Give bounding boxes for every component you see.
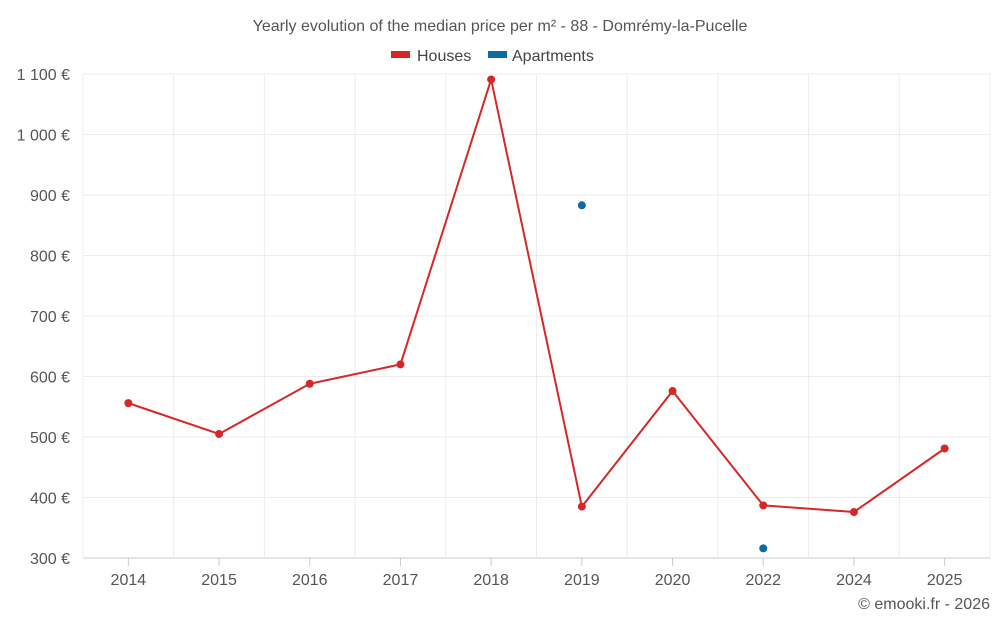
data-point-houses-2025[interactable] — [940, 444, 949, 453]
data-point-apartments-2019[interactable] — [577, 201, 586, 210]
legend-label-houses[interactable]: Houses — [417, 48, 471, 65]
y-tick-label: 400 € — [30, 491, 70, 508]
y-tick-label: 1 100 € — [17, 67, 70, 84]
x-tick-label: 2014 — [111, 572, 147, 589]
data-point-houses-2022[interactable] — [759, 501, 768, 510]
x-tick-label: 2025 — [927, 572, 963, 589]
x-tick-label: 2016 — [292, 572, 328, 589]
data-point-houses-2020[interactable] — [668, 387, 677, 396]
y-tick-label: 900 € — [30, 188, 70, 205]
x-tick-label: 2020 — [655, 572, 691, 589]
data-point-apartments-2022[interactable] — [759, 544, 768, 553]
data-point-houses-2018[interactable] — [487, 75, 496, 84]
y-tick-label: 300 € — [30, 551, 70, 568]
x-axis-ticks: 2014 2015 2016 2017 2018 2019 2020 2022 2024 2025 — [111, 558, 963, 589]
series-line-houses — [128, 78, 946, 514]
data-point-houses-2017[interactable] — [396, 360, 405, 369]
x-tick-label: 2019 — [564, 572, 600, 589]
x-tick-label: 2015 — [201, 572, 237, 589]
y-tick-label: 500 € — [30, 430, 70, 447]
y-tick-label: 600 € — [30, 370, 70, 387]
data-point-houses-2024[interactable] — [849, 508, 858, 517]
data-series — [124, 75, 949, 553]
data-point-houses-2014[interactable] — [124, 399, 133, 408]
data-point-houses-2016[interactable] — [305, 379, 314, 388]
legend-swatch-apartments — [488, 51, 507, 58]
x-tick-label: 2024 — [836, 572, 872, 589]
data-point-houses-2015[interactable] — [215, 429, 224, 438]
gridlines — [82, 73, 991, 559]
credit-text: © emooki.fr - 2026 — [858, 596, 990, 613]
chart-legend: Houses Apartments — [391, 48, 594, 65]
data-point-houses-2019[interactable] — [577, 502, 586, 511]
x-tick-label: 2018 — [473, 572, 509, 589]
chart-title: Yearly evolution of the median price per… — [253, 18, 748, 35]
x-tick-label: 2022 — [745, 572, 781, 589]
x-tick-label: 2017 — [383, 572, 419, 589]
y-tick-label: 700 € — [30, 309, 70, 326]
y-axis-ticks: 300 € 400 € 500 € 600 € 700 € 800 € 900 € 1 000… — [17, 67, 70, 568]
legend-label-apartments[interactable]: Apartments — [512, 48, 594, 65]
y-tick-label: 800 € — [30, 249, 70, 266]
legend-swatch-houses — [391, 51, 410, 58]
y-tick-label: 1 000 € — [17, 128, 70, 145]
